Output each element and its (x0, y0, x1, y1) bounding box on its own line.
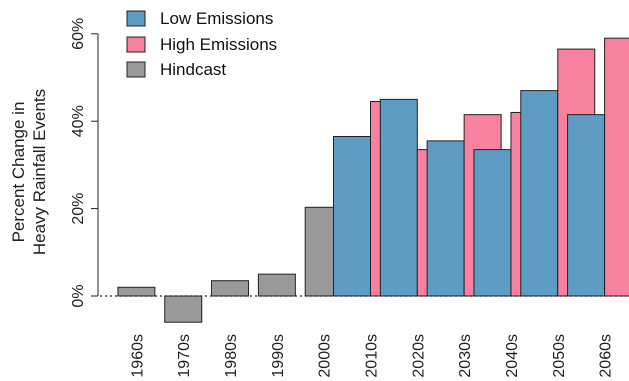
legend-label-high-emissions: High Emissions (160, 35, 277, 54)
bars (117, 37, 629, 323)
y-tick-label: 0% (70, 284, 87, 307)
x-tick-label: 1970s (176, 334, 193, 378)
x-tick-label: 2050s (551, 334, 568, 378)
legend-swatch-hindcast (126, 61, 146, 78)
x-tick-label: 2030s (457, 334, 474, 378)
x-tick-label: 2010s (364, 334, 381, 378)
bar-hindcast-1970s (164, 295, 203, 323)
x-tick-label: 1980s (223, 334, 240, 378)
legend-swatch-low-emissions (126, 10, 146, 27)
x-tick-label: 2060s (598, 334, 615, 378)
bar-low-emissions-2040s (473, 149, 512, 297)
bar-low-emissions-2030s (426, 140, 465, 297)
y-axis: 0% 20% 40% 60% (70, 18, 99, 308)
x-tick-label: 2040s (504, 334, 521, 378)
x-tick-label: 2000s (317, 334, 334, 378)
legend-label-hindcast: Hindcast (160, 60, 226, 79)
x-tick-label: 1990s (270, 334, 287, 378)
y-tick-label: 20% (70, 193, 87, 225)
legend: Low Emissions High Emissions Hindcast (126, 9, 277, 79)
bar-hindcast-1990s (257, 273, 296, 297)
x-axis-labels: 1960s 1970s 1980s 1990s 2000s 2010s 2020s 2030s… (129, 334, 614, 378)
y-axis-label-line-2: Heavy Rainfall Events (30, 89, 49, 255)
y-axis-label: Percent Change in Heavy Rainfall Events (9, 89, 49, 255)
bar-low-emissions-2020s (379, 98, 418, 297)
x-tick-label: 2020s (410, 334, 427, 378)
bar-hindcast-1960s (117, 286, 156, 297)
bar-low-emissions-2050s (520, 90, 559, 297)
y-tick-label: 40% (70, 105, 87, 137)
bar-low-emissions-2010s (333, 135, 371, 297)
legend-label-low-emissions: Low Emissions (160, 9, 273, 28)
bar-hindcast-1980s (211, 280, 250, 297)
legend-swatch-high-emissions (126, 36, 146, 53)
bar-low-emissions-2060s (567, 114, 606, 297)
bar-high-emissions-2060s (604, 37, 629, 297)
y-axis-label-line-1: Percent Change in (9, 102, 28, 243)
y-tick-label: 60% (70, 18, 87, 50)
x-tick-label: 1960s (129, 334, 146, 378)
